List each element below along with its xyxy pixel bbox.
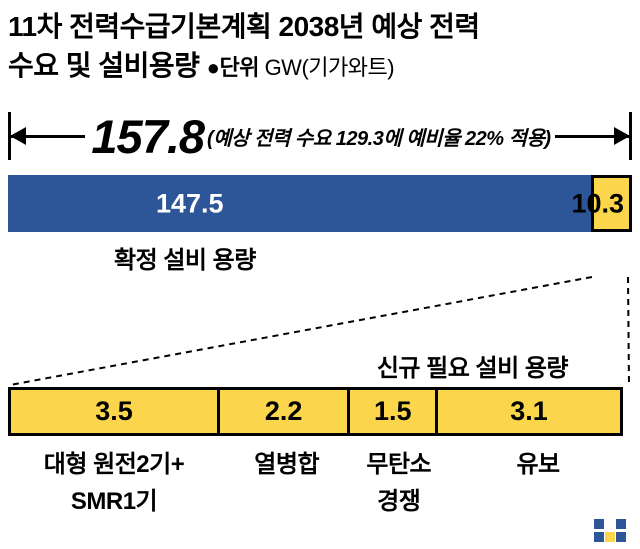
- logo-square: [605, 532, 615, 542]
- logo-square: [616, 519, 626, 529]
- total-note: (예상 전력 수요 129.3에 예비율 22% 적용): [207, 127, 551, 150]
- left-arrowhead-icon: [11, 134, 86, 138]
- breakdown-segment-carbonfree: 1.5: [347, 387, 439, 437]
- breakdown-bar: 3.5 2.2 1.5 3.1: [8, 387, 632, 437]
- new-capacity-label: 신규 필요 설비 용량: [370, 348, 569, 384]
- connector-zone: 신규 필요 설비 용량: [8, 275, 632, 387]
- unit-label: GW(기가와트): [258, 54, 395, 80]
- logo-square: [605, 519, 615, 529]
- unit-bullet-label: ●단위: [206, 54, 260, 80]
- breakdown-label-nuclear: 대형 원전2기+ SMR1기: [43, 451, 185, 516]
- total-capacity-arrow: 157.8 (예상 전력 수요 129.3에 예비율 22% 적용): [8, 109, 633, 163]
- title-line1: 11차 전력수급기본계획 2038년 예상 전력: [8, 11, 480, 42]
- right-arrowhead-icon: [554, 134, 630, 138]
- breakdown-segment-nuclear: 3.5: [8, 387, 221, 437]
- breakdown-segment-reserved: 3.1: [435, 387, 623, 437]
- breakdown-label-reserved: 유보: [516, 451, 560, 479]
- breakdown-segment-cogeneration: 2.2: [217, 387, 351, 437]
- chart-title: 11차 전력수급기본계획 2038년 예상 전력 수요 및 설비용량 ●단위 G…: [8, 8, 632, 85]
- new-capacity-segment: [591, 175, 632, 233]
- logo-square: [594, 519, 604, 529]
- publisher-logo: [594, 519, 630, 543]
- breakdown-label-cogeneration: 열병합: [254, 451, 320, 479]
- title-line2: 수요 및 설비용량: [8, 49, 207, 81]
- logo-square: [594, 532, 604, 542]
- confirmed-capacity-value: 147.5: [156, 188, 224, 219]
- confirmed-capacity-label: 확정 설비 용량: [114, 247, 256, 275]
- new-capacity-value: 10.3: [571, 188, 624, 219]
- total-value: 157.8: [91, 109, 205, 163]
- dashed-connector-lines: [9, 276, 630, 387]
- confirmed-capacity-segment: 147.5: [8, 175, 592, 233]
- logo-square: [616, 532, 626, 542]
- breakdown-label-carbonfree: 무탄소 경쟁: [366, 451, 432, 516]
- capacity-stacked-bar: 147.5 10.3: [8, 175, 632, 233]
- arrow-endcap-right: [629, 112, 633, 161]
- breakdown-labels: 대형 원전2기+ SMR1기 열병합 무탄소 경쟁 유보: [8, 446, 632, 520]
